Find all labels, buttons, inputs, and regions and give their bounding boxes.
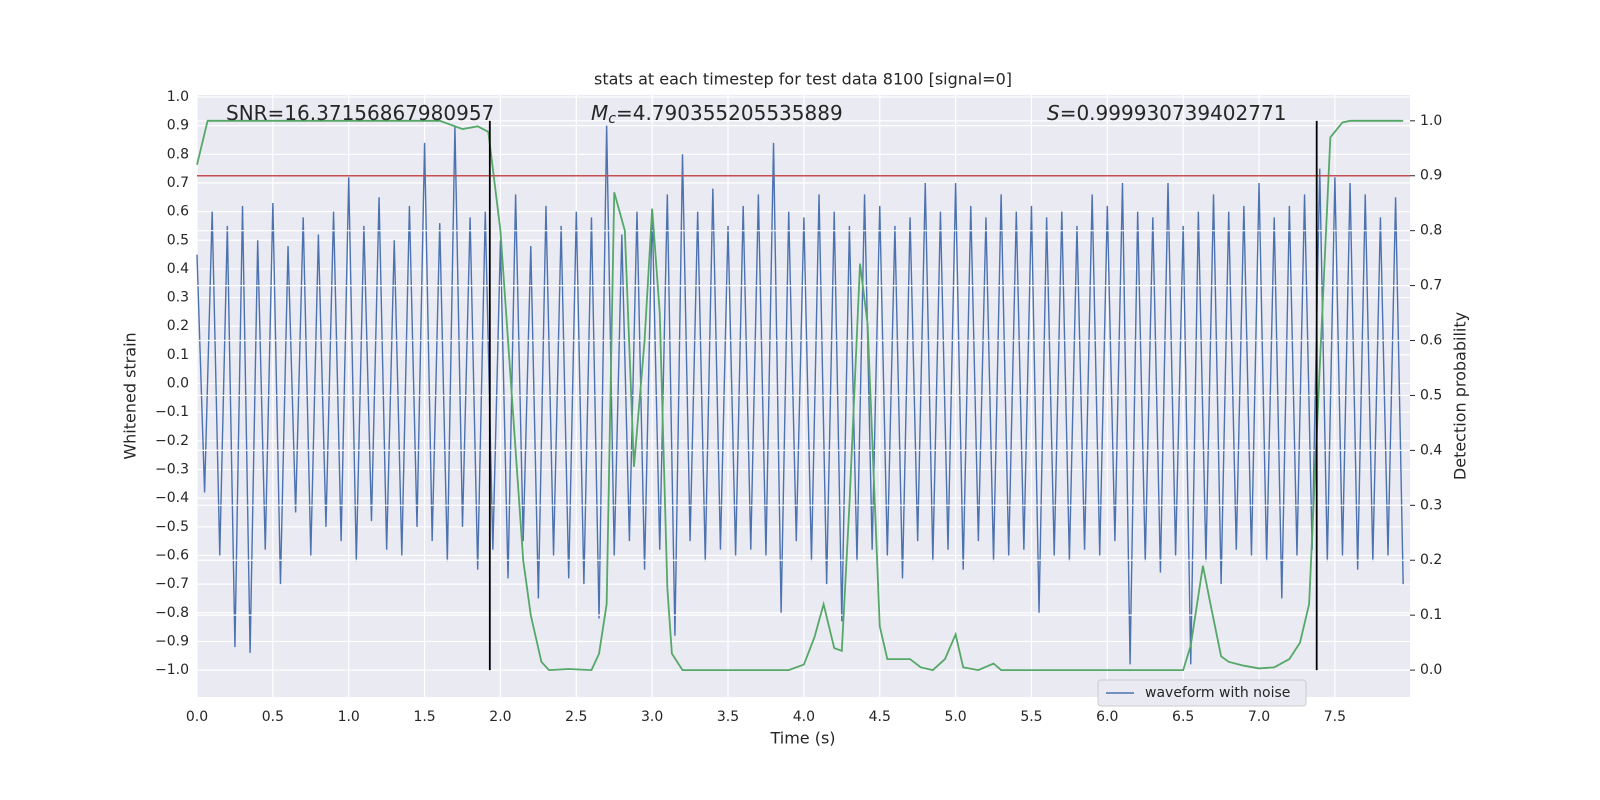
y2-axis-label: Detection probability	[1451, 312, 1470, 480]
y2-tick-label: 0.7	[1420, 278, 1442, 294]
annotation-subscript: c	[608, 111, 616, 127]
marks	[196, 119, 1410, 672]
y2-tick-label: 0.5	[1420, 387, 1442, 403]
y-tick-label: 0.7	[167, 175, 189, 191]
y2-tick-label: 0.6	[1420, 333, 1442, 349]
x-tick-label: 2.0	[489, 709, 511, 725]
y-tick-label: 1.0	[167, 89, 189, 105]
y2-tick-label: 0.9	[1420, 168, 1442, 184]
y-tick-label: −1.0	[155, 662, 189, 678]
y2-tick-label: 0.2	[1420, 552, 1442, 568]
annotation-symbol: S	[1047, 101, 1060, 125]
y-tick-label: 0.0	[167, 376, 189, 392]
chart-title: stats at each timestep for test data 810…	[594, 70, 1012, 89]
x-tick-label: 1.0	[338, 709, 360, 725]
legend-label: waveform with noise	[1145, 685, 1290, 701]
y-tick-label: 0.5	[167, 232, 189, 248]
y-tick-label: −0.1	[155, 404, 189, 420]
legend-box	[1097, 679, 1307, 707]
x-tick-label: 2.5	[565, 709, 587, 725]
y-tick-label: −0.8	[155, 605, 189, 621]
annotation-symbol: M	[591, 101, 608, 125]
y-tick-label: −0.3	[155, 461, 189, 477]
y-tick-label: 0.3	[167, 290, 189, 306]
y-axis-label: Whitened strain	[121, 332, 140, 459]
y-tick-label: 0.1	[167, 347, 189, 363]
x-tick-label: 1.5	[413, 709, 435, 725]
annotation-text: =4.790355205535889	[616, 101, 843, 125]
y-tick-label: 0.4	[167, 261, 189, 277]
annotation: Mc=4.790355205535889	[591, 101, 843, 128]
probability-line	[196, 119, 1404, 672]
y-tick-label: −0.7	[155, 576, 189, 592]
y-tick-label: 0.8	[167, 146, 189, 162]
y-tick-label: 0.6	[167, 204, 189, 220]
x-tick-label: 7.5	[1324, 709, 1346, 725]
waveform-line	[196, 125, 1404, 665]
y2-tick-label: 0.4	[1420, 442, 1442, 458]
annotation: SNR=16.37156867980957	[226, 101, 494, 125]
x-tick-label: 5.5	[1020, 709, 1042, 725]
y2-tick-label: 1.0	[1420, 113, 1442, 129]
y2-tick-label: 0.8	[1420, 223, 1442, 239]
x-tick-label: 0.0	[186, 709, 208, 725]
y-tick-label: −0.2	[155, 433, 189, 449]
x-tick-label: 0.5	[262, 709, 284, 725]
annotation-text: SNR=16.37156867980957	[226, 101, 494, 125]
y-tick-label: −0.4	[155, 490, 189, 506]
x-tick-label: 7.0	[1248, 709, 1270, 725]
x-tick-label: 6.5	[1172, 709, 1194, 725]
y2-tick-label: 0.0	[1420, 662, 1442, 678]
y-tick-label: 0.2	[167, 318, 189, 334]
x-tick-label: 5.0	[944, 709, 966, 725]
x-tick-label: 3.0	[641, 709, 663, 725]
annotation: S=0.999930739402771	[1047, 101, 1286, 125]
legend: waveform with noise	[1097, 679, 1307, 707]
y2-tick-label: 0.1	[1420, 607, 1442, 623]
x-tick-label: 3.5	[717, 709, 739, 725]
y2-tick-label: 0.3	[1420, 497, 1442, 513]
x-tick-label: 4.5	[869, 709, 891, 725]
y-tick-label: −0.6	[155, 547, 189, 563]
annotation-text: =0.999930739402771	[1060, 101, 1287, 125]
y-tick-label: −0.5	[155, 519, 189, 535]
x-axis-label: Time (s)	[769, 729, 835, 748]
x-tick-label: 4.0	[793, 709, 815, 725]
y-tick-label: −0.9	[155, 633, 189, 649]
x-tick-label: 6.0	[1096, 709, 1118, 725]
y-tick-label: 0.9	[167, 118, 189, 134]
